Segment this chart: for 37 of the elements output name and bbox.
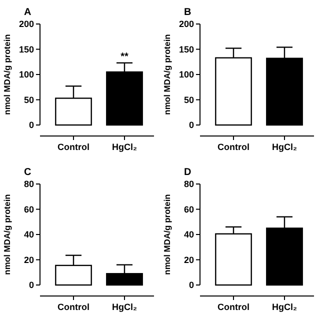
- y-axis-title: nmol MDA/g protein: [2, 194, 12, 275]
- y-tick-label: 50: [184, 94, 194, 105]
- x-tick-label: HgCl₂: [112, 302, 137, 312]
- y-tick-label: 200: [18, 19, 34, 30]
- y-tick-label: 60: [184, 204, 194, 214]
- y-tick-label: 80: [184, 179, 194, 190]
- x-tick-label: Control: [58, 302, 90, 312]
- y-tick-label: 0: [28, 280, 34, 290]
- x-tick-label: Control: [218, 302, 250, 312]
- chart-title: D: [184, 167, 192, 178]
- y-tick-label: 40: [24, 230, 34, 240]
- y-axis-title: nmol MDA/g protein: [162, 194, 172, 275]
- x-tick-label: HgCl₂: [112, 142, 137, 152]
- y-tick-label: 80: [24, 179, 34, 190]
- chart-title: B: [184, 7, 192, 18]
- x-tick-label: HgCl₂: [272, 302, 297, 312]
- y-tick-label: 20: [184, 254, 194, 265]
- y-tick-label: 150: [18, 44, 34, 54]
- y-tick-label: 20: [24, 254, 34, 265]
- chart-title: C: [24, 167, 32, 178]
- annotation: **: [120, 51, 128, 62]
- y-tick-label: 200: [178, 19, 194, 30]
- y-tick-label: 100: [178, 70, 194, 80]
- x-tick-label: Control: [218, 142, 250, 152]
- chart-title: A: [24, 7, 32, 18]
- x-tick-label: Control: [58, 142, 90, 152]
- y-tick-label: 0: [188, 280, 194, 290]
- y-tick-label: 100: [18, 70, 34, 80]
- y-tick-label: 40: [184, 230, 194, 240]
- y-tick-label: 0: [188, 120, 194, 130]
- y-tick-label: 60: [24, 204, 34, 214]
- y-tick-label: 50: [24, 94, 34, 105]
- x-tick-label: HgCl₂: [272, 142, 297, 152]
- y-tick-label: 0: [28, 120, 34, 130]
- y-axis-title: nmol MDA/g protein: [2, 34, 12, 115]
- y-tick-label: 150: [178, 44, 194, 54]
- y-axis-title: nmol MDA/g protein: [162, 34, 172, 115]
